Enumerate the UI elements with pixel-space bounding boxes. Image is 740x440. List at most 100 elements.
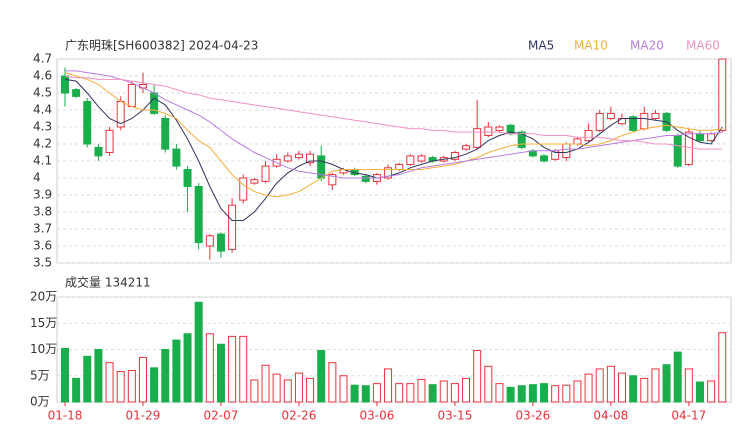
ma-line — [64, 78, 723, 221]
volume-bar — [250, 379, 259, 403]
candle-body — [417, 155, 426, 162]
y-tick-label: 3.9 — [33, 188, 52, 202]
volume-bar — [150, 367, 159, 403]
chart-title: 广东明珠[SH600382] 2024-04-23 — [65, 39, 258, 53]
candle-body — [250, 179, 259, 184]
volume-bar — [417, 378, 426, 403]
candle-body — [629, 116, 638, 131]
y-tick-label: 3.6 — [33, 239, 52, 253]
volume-bar — [272, 373, 281, 403]
volume-bar — [172, 339, 181, 403]
volume-label: 成交量 134211 — [65, 275, 151, 290]
candle-body — [462, 145, 471, 150]
volume-bar — [562, 384, 571, 403]
volume-bar — [517, 385, 526, 403]
candle-body — [562, 143, 571, 159]
volume-bar — [317, 350, 326, 403]
volume-bar — [506, 386, 515, 403]
ma-line — [64, 75, 723, 150]
volume-bar — [551, 385, 560, 403]
volume-bar — [528, 384, 537, 403]
candle-body — [228, 204, 237, 250]
volume-bar — [473, 350, 482, 403]
y-tick-label: 4.2 — [33, 137, 52, 151]
volume-bar — [328, 362, 337, 403]
volume-bar — [72, 377, 81, 403]
y-tick-label: 4.3 — [33, 120, 52, 134]
x-tick-label: 02-07 — [204, 409, 239, 423]
volume-tick-label: 5万 — [30, 368, 50, 382]
volume-bar — [283, 379, 292, 403]
candle-body — [94, 146, 103, 157]
candle-body — [294, 153, 303, 159]
volume-bar — [584, 373, 593, 403]
x-tick-label: 02-26 — [282, 409, 317, 423]
legend-entry: MA20 — [630, 39, 664, 53]
x-tick-label: 03-15 — [437, 409, 472, 423]
volume-bar — [183, 333, 192, 403]
volume-bar — [428, 384, 437, 403]
ma-line — [64, 72, 723, 198]
candle-body — [584, 129, 593, 142]
legend-entry: MA60 — [686, 39, 720, 53]
y-tick-label: 3.8 — [33, 205, 52, 219]
candle-body — [395, 163, 404, 170]
candle-body — [239, 177, 248, 201]
candle-body — [283, 155, 292, 162]
volume-bar — [439, 380, 448, 403]
candle-body — [183, 169, 192, 187]
volume-bar — [61, 347, 69, 403]
candle-body — [216, 233, 225, 252]
candle-body — [540, 155, 549, 162]
volume-bar — [629, 375, 638, 403]
volume-tick-label: 0万 — [30, 395, 50, 409]
y-tick-label: 4 — [33, 171, 41, 185]
x-tick-label: 01-29 — [126, 409, 161, 423]
candle-body — [328, 174, 337, 186]
volume-bar — [484, 365, 493, 403]
volume-bar — [239, 335, 248, 403]
candle-body — [384, 167, 393, 179]
candle-body — [695, 133, 704, 142]
volume-bar — [406, 383, 415, 403]
volume-bar — [395, 383, 404, 403]
volume-bar — [450, 383, 459, 403]
volume-bar — [127, 370, 136, 403]
candle-body — [205, 235, 214, 247]
candle-body — [640, 112, 649, 130]
x-tick-label: 03-06 — [359, 409, 394, 423]
volume-bar — [462, 377, 471, 403]
volume-bar — [384, 368, 393, 403]
volume-bar — [495, 383, 504, 403]
candle-body — [718, 58, 727, 131]
x-tick-label: 04-17 — [671, 409, 706, 423]
candle-body — [573, 138, 582, 145]
candle-body — [473, 128, 482, 148]
y-tick-label: 4.7 — [33, 52, 52, 66]
volume-bar — [673, 351, 682, 403]
x-tick-label: 01-18 — [48, 409, 83, 423]
y-tick-label: 4.6 — [33, 69, 52, 83]
volume-bar — [138, 356, 147, 403]
candle-body — [450, 152, 459, 160]
candle-body — [194, 186, 203, 244]
volume-tick-label: 10万 — [30, 342, 57, 356]
volume-bar — [294, 372, 303, 403]
volume-bar — [161, 349, 170, 403]
volume-bar — [618, 372, 626, 403]
legend-entry: MA5 — [528, 39, 554, 53]
volume-bar — [194, 301, 203, 403]
volume-bar — [707, 380, 716, 403]
y-tick-label: 3.7 — [33, 222, 52, 236]
candle-body — [495, 126, 504, 131]
candle-body — [261, 165, 270, 182]
candle-body — [83, 101, 92, 145]
candle-body — [105, 129, 114, 153]
candle-body — [172, 148, 181, 167]
candle-body — [595, 112, 604, 131]
y-tick-label: 4.5 — [33, 86, 52, 100]
volume-bar — [718, 332, 727, 403]
y-tick-label: 4.1 — [33, 154, 52, 168]
volume-bar — [595, 368, 604, 403]
